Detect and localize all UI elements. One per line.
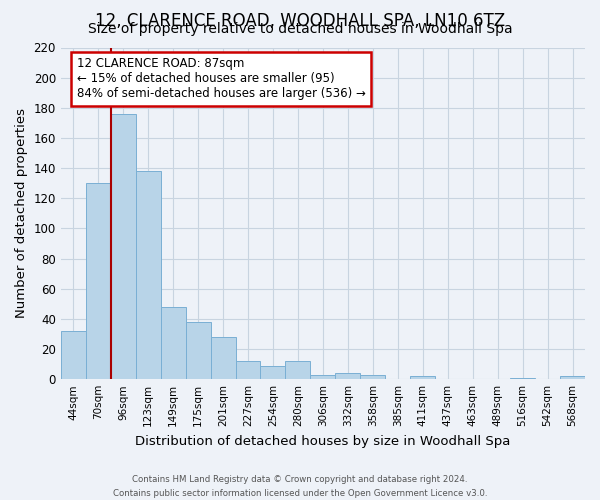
Bar bbox=[161, 307, 185, 379]
Bar bbox=[286, 361, 310, 379]
Bar bbox=[236, 361, 260, 379]
Bar bbox=[211, 337, 236, 379]
Text: 12 CLARENCE ROAD: 87sqm
← 15% of detached houses are smaller (95)
84% of semi-de: 12 CLARENCE ROAD: 87sqm ← 15% of detache… bbox=[77, 58, 365, 100]
Bar bbox=[510, 378, 535, 379]
Y-axis label: Number of detached properties: Number of detached properties bbox=[15, 108, 28, 318]
Bar bbox=[111, 114, 136, 379]
X-axis label: Distribution of detached houses by size in Woodhall Spa: Distribution of detached houses by size … bbox=[135, 434, 511, 448]
Bar bbox=[361, 374, 385, 379]
Bar bbox=[136, 171, 161, 379]
Bar bbox=[260, 366, 286, 379]
Bar bbox=[410, 376, 435, 379]
Bar bbox=[86, 183, 111, 379]
Bar bbox=[560, 376, 585, 379]
Text: Size of property relative to detached houses in Woodhall Spa: Size of property relative to detached ho… bbox=[88, 22, 512, 36]
Text: Contains HM Land Registry data © Crown copyright and database right 2024.
Contai: Contains HM Land Registry data © Crown c… bbox=[113, 476, 487, 498]
Text: 12, CLARENCE ROAD, WOODHALL SPA, LN10 6TZ: 12, CLARENCE ROAD, WOODHALL SPA, LN10 6T… bbox=[95, 12, 505, 30]
Bar bbox=[335, 373, 361, 379]
Bar bbox=[310, 374, 335, 379]
Bar bbox=[185, 322, 211, 379]
Bar bbox=[61, 331, 86, 379]
